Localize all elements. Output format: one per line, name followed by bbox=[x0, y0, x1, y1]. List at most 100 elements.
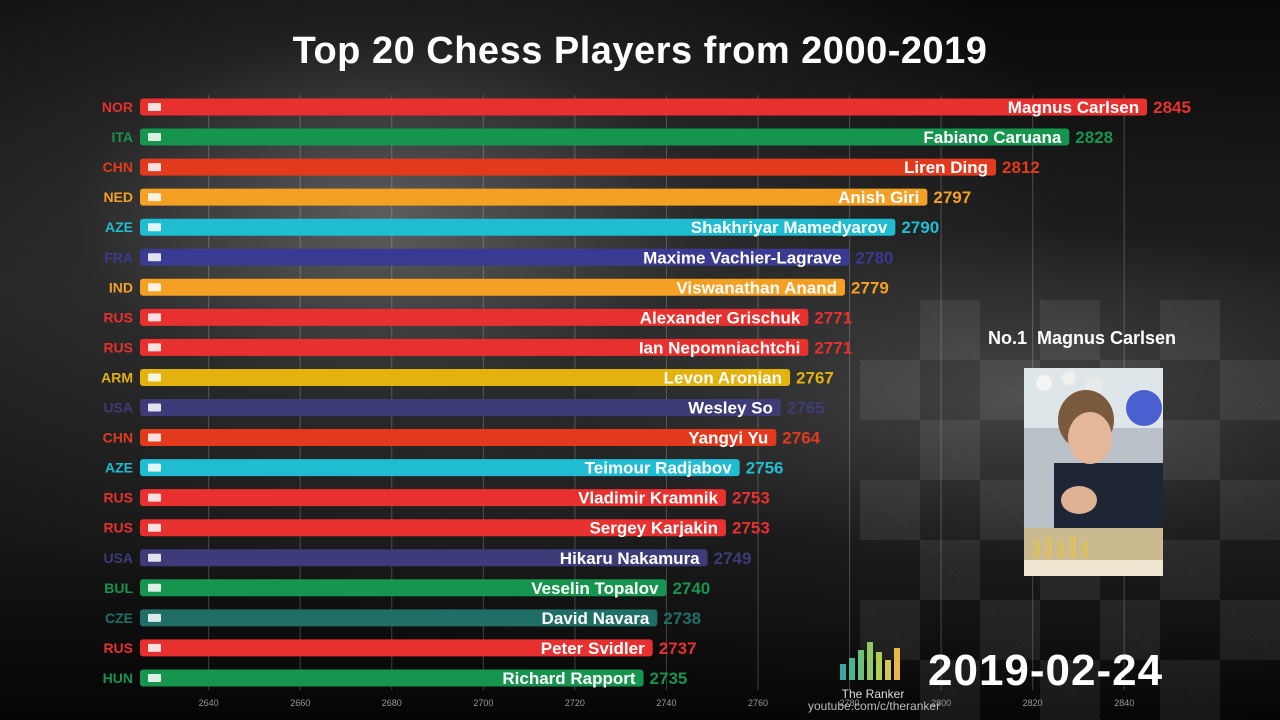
bar bbox=[140, 188, 928, 206]
country-label: USA bbox=[103, 550, 133, 566]
country-label: CZE bbox=[105, 610, 133, 626]
player-name-label: Maxime Vachier-Lagrave bbox=[643, 248, 841, 267]
player-name-label: Magnus Carlsen bbox=[1008, 98, 1139, 117]
flag-icon bbox=[148, 253, 161, 262]
brand-bars-icon bbox=[840, 642, 900, 680]
country-label: AZE bbox=[105, 219, 133, 235]
country-label: NOR bbox=[102, 99, 133, 115]
bar bbox=[140, 218, 896, 236]
flag-icon bbox=[148, 193, 161, 202]
x-tick-label: 2840 bbox=[1114, 698, 1134, 708]
player-name-label: Wesley So bbox=[688, 399, 773, 418]
country-label: RUS bbox=[103, 309, 133, 325]
brand-credit: youtube.com/c/theranker bbox=[808, 699, 941, 713]
flag-icon bbox=[148, 403, 161, 412]
value-label: 2749 bbox=[714, 549, 752, 568]
player-name-label: Teimour Radjabov bbox=[585, 459, 733, 478]
player-name-label: Hikaru Nakamura bbox=[560, 549, 700, 568]
flag-icon bbox=[148, 583, 161, 592]
bar bbox=[140, 338, 809, 356]
bar bbox=[140, 429, 777, 447]
player-name-label: Vladimir Kramnik bbox=[578, 489, 718, 508]
x-tick-label: 2760 bbox=[748, 698, 768, 708]
date-label: 2019-02-24 bbox=[928, 646, 1164, 695]
leader-photo bbox=[1024, 368, 1163, 576]
player-name-label: Yangyi Yu bbox=[688, 429, 768, 448]
country-label: IND bbox=[109, 279, 133, 295]
country-label: CHN bbox=[103, 159, 133, 175]
value-label: 2740 bbox=[672, 579, 710, 598]
country-label: USA bbox=[103, 400, 133, 416]
x-tick-label: 2720 bbox=[565, 698, 585, 708]
bar bbox=[140, 98, 1148, 116]
leader-photo-illustration bbox=[1024, 368, 1163, 576]
bar bbox=[140, 128, 1070, 146]
x-tick-label: 2800 bbox=[931, 698, 951, 708]
bar bbox=[140, 248, 850, 266]
flag-icon bbox=[148, 553, 161, 562]
player-name-label: Ian Nepomniachtchi bbox=[639, 338, 801, 357]
bar bbox=[140, 579, 667, 597]
country-label: RUS bbox=[103, 640, 133, 656]
player-name-label: Sergey Karjakin bbox=[589, 519, 718, 538]
country-label: HUN bbox=[103, 670, 133, 686]
value-label: 2767 bbox=[796, 368, 834, 387]
value-label: 2753 bbox=[732, 489, 770, 508]
flag-icon bbox=[148, 133, 161, 142]
value-label: 2779 bbox=[851, 278, 889, 297]
bar bbox=[140, 459, 740, 477]
country-label: AZE bbox=[105, 460, 133, 476]
flag-icon bbox=[148, 673, 161, 682]
flag-icon bbox=[148, 643, 161, 652]
country-label: CHN bbox=[103, 430, 133, 446]
value-label: 2771 bbox=[814, 308, 852, 327]
player-name-label: Liren Ding bbox=[904, 158, 988, 177]
brand-logo: The Ranker bbox=[838, 640, 908, 701]
bar bbox=[140, 609, 658, 627]
country-label: FRA bbox=[104, 249, 133, 265]
player-name-label: Fabiano Caruana bbox=[923, 128, 1061, 147]
x-tick-label: 2740 bbox=[656, 698, 676, 708]
value-label: 2735 bbox=[650, 669, 688, 688]
x-tick-label: 2660 bbox=[290, 698, 310, 708]
flag-icon bbox=[148, 223, 161, 232]
country-label: RUS bbox=[103, 490, 133, 506]
bar bbox=[140, 669, 644, 687]
country-label: RUS bbox=[103, 339, 133, 355]
x-tick-label: 2700 bbox=[473, 698, 493, 708]
flag-icon bbox=[148, 343, 161, 352]
value-label: 2828 bbox=[1075, 128, 1113, 147]
value-label: 2737 bbox=[659, 639, 697, 658]
flag-icon bbox=[148, 523, 161, 532]
value-label: 2764 bbox=[782, 429, 820, 448]
player-name-label: Alexander Grischuk bbox=[640, 308, 801, 327]
flag-icon bbox=[148, 283, 161, 292]
bar bbox=[140, 368, 791, 386]
value-label: 2780 bbox=[856, 248, 894, 267]
value-label: 2738 bbox=[663, 609, 701, 628]
player-name-label: Viswanathan Anand bbox=[676, 278, 837, 297]
bar bbox=[140, 639, 653, 657]
chart-title: Top 20 Chess Players from 2000-2019 bbox=[292, 30, 988, 72]
player-name-label: Anish Giri bbox=[838, 188, 919, 207]
x-tick-label: 2820 bbox=[1023, 698, 1043, 708]
flag-icon bbox=[148, 433, 161, 442]
x-tick-label: 2780 bbox=[840, 698, 860, 708]
flag-icon bbox=[148, 493, 161, 502]
country-label: BUL bbox=[104, 580, 133, 596]
value-label: 2756 bbox=[746, 459, 784, 478]
bar bbox=[140, 399, 781, 416]
value-label: 2845 bbox=[1153, 98, 1191, 117]
bar bbox=[140, 489, 726, 507]
flag-icon bbox=[148, 613, 161, 622]
flag-icon bbox=[148, 163, 161, 172]
player-name-label: Shakhriyar Mamedyarov bbox=[691, 218, 888, 237]
country-label: NED bbox=[103, 189, 133, 205]
country-label: ARM bbox=[101, 369, 133, 385]
flag-icon bbox=[148, 313, 161, 322]
country-label: RUS bbox=[103, 520, 133, 536]
value-label: 2790 bbox=[901, 218, 939, 237]
value-label: 2797 bbox=[933, 188, 971, 207]
bar bbox=[140, 549, 708, 567]
